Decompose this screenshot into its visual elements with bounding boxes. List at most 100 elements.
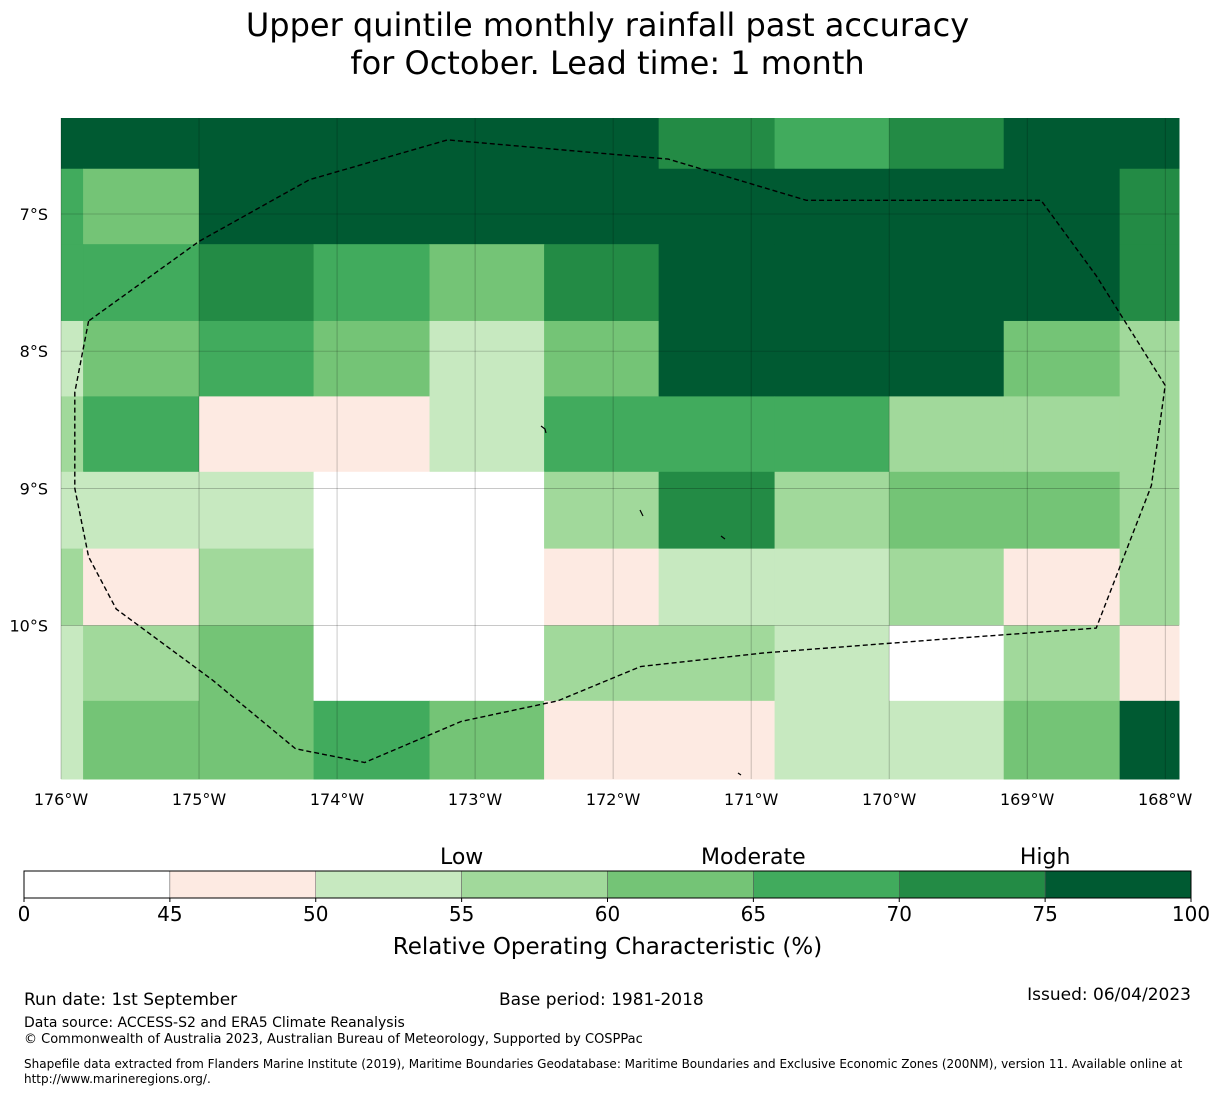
title-line-2: for October. Lead time: 1 month [350,44,865,82]
x-tick-label: 169°W [1000,790,1055,809]
heatmap-cell [83,471,200,550]
heatmap-cell [83,625,200,702]
heatmap-cell [313,320,431,397]
x-tick-label: 176°W [34,790,89,809]
colorbar-title: Relative Operating Characteristic (%) [393,934,822,960]
heatmap-cell [83,548,200,626]
heatmap-cell [429,320,545,397]
x-tick-label: 175°W [172,790,227,809]
heatmap-cell [544,168,660,245]
heatmap-cell [658,625,776,702]
heatmap-cell [429,700,545,780]
heatmap-cell [61,320,84,397]
heatmap-cell [774,548,890,626]
heatmap-cell [1003,548,1121,626]
heatmap-cell [429,168,545,245]
heatmap-cell [313,548,431,626]
heatmap-cell [1003,320,1121,397]
y-tick-label: 8°S [20,342,48,361]
heatmap-cell [199,396,315,473]
heatmap-cell [313,168,431,245]
heatmap-cells [61,118,1180,780]
heatmap-cell [313,625,431,702]
heatmap-cell [658,396,776,473]
heatmap-cell [199,168,315,245]
colorbar-segment [607,870,754,899]
heatmap-cell [199,244,315,322]
heatmap-cell [61,625,84,702]
heatmap-cell [429,625,545,702]
data-source: Data source: ACCESS-S2 and ERA5 Climate … [24,1015,405,1031]
heatmap-cell [199,118,315,170]
heatmap-cell [429,118,545,170]
heatmap-cell [889,396,1005,473]
heatmap-cell [1119,244,1180,322]
heatmap-cell [774,244,890,322]
heatmap-cell [199,548,315,626]
heatmap-cell [1119,625,1180,702]
heatmap-cell [658,168,776,245]
shapefile-citation: Shapefile data extracted from Flanders M… [24,1057,1183,1086]
heatmap-cell [199,320,315,397]
heatmap-cell [1003,471,1121,550]
gridlines [60,118,1179,779]
island-mark [720,535,726,540]
heatmap-cell [1119,118,1180,170]
heatmap-cell [544,471,660,550]
heatmap-cell [429,471,545,550]
heatmap-cell [199,625,315,702]
heatmap-cell [313,700,431,780]
heatmap-cell [1119,168,1180,245]
heatmap-cell [544,700,660,780]
colorbar-category-label: Low [440,845,483,870]
heatmap-cell [889,320,1005,397]
copyright-notice: © Commonwealth of Australia 2023, Austra… [24,1032,643,1047]
colorbar-segment [899,870,1046,899]
colorbar-segment [169,870,316,899]
heatmap-cell [61,168,84,245]
x-tick-label: 174°W [310,790,365,809]
colorbar-tick-label: 75 [1032,902,1057,926]
heatmap-cell [1003,625,1121,702]
eez-boundary-line [74,139,1166,764]
colorbar: 0 45 50 55 60 65 70 75 100 Low Moderate High Relativ… [18,845,1210,960]
colorbar-tick-label: 60 [595,902,620,926]
heatmap-cell [544,396,660,473]
heatmap-cell [313,244,431,322]
heatmap-cell [1003,396,1121,473]
heatmap-cell [774,396,890,473]
issued-date: Issued: 06/04/2023 [1027,985,1191,1005]
heatmap-cell [199,471,315,550]
colorbar-tick-label: 65 [741,902,766,926]
heatmap-cell [889,168,1005,245]
heatmap-cell [658,548,776,626]
map-plot: 176°W 175°W 174°W 173°W 172°W 171°W 170°W 169°W… [9,118,1193,809]
heatmap-cell [1003,168,1121,245]
colorbar-tick-label: 70 [887,902,912,926]
colorbar-segment [23,870,171,899]
heatmap-cell [658,471,776,550]
heatmap-cell [658,118,776,170]
heatmap-cell [774,168,890,245]
heatmap-cell [544,118,660,170]
heatmap-cell [889,548,1005,626]
heatmap-cell [544,244,660,322]
heatmap-cell [658,244,776,322]
y-axis-labels: 7°S 8°S 9°S 10°S [9,205,48,635]
heatmap-cell [83,396,200,473]
heatmap-cell [774,700,890,780]
colorbar-tick-label: 100 [1172,902,1210,926]
island-mark [540,425,547,434]
heatmap-cell [889,625,1005,702]
y-tick-label: 9°S [20,479,48,498]
y-tick-label: 10°S [9,616,48,635]
x-tick-label: 168°W [1138,790,1193,809]
heatmap-cell [199,700,315,780]
x-tick-label: 170°W [862,790,917,809]
heatmap-cell [774,625,890,702]
heatmap-cell [61,396,84,473]
y-tick-label: 7°S [20,205,48,224]
heatmap-cell [774,471,890,550]
heatmap-cell [544,548,660,626]
heatmap-cell [1003,244,1121,322]
